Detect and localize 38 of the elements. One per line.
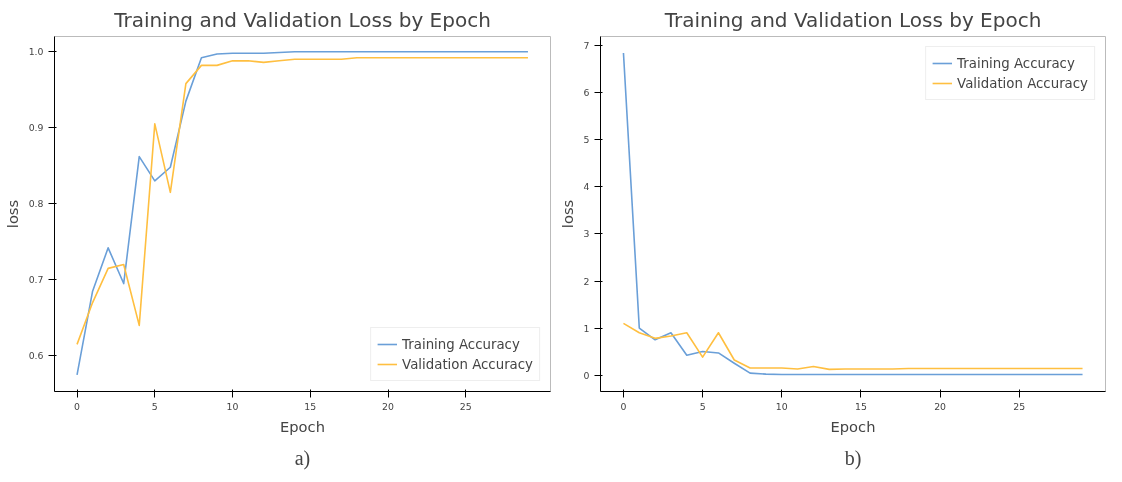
y-tick-label: 0.8 <box>28 198 44 210</box>
x-axis-title: Epoch <box>280 417 325 435</box>
x-tick-label: 10 <box>226 400 239 412</box>
y-tick-label: 0.9 <box>28 122 44 134</box>
y-tick-label: 5 <box>583 134 590 146</box>
y-tick-label: 2 <box>583 275 590 287</box>
y-tick-label: 0.6 <box>28 350 44 362</box>
x-tick-label: 15 <box>854 400 867 412</box>
x-tick-label: 10 <box>775 400 788 412</box>
legend-label: Training Accuracy <box>957 55 1075 71</box>
x-tick-label: 25 <box>459 400 472 412</box>
y-axis-title: loss <box>558 199 576 229</box>
legend-label: Validation Accuracy <box>402 356 533 372</box>
x-tick-label: 25 <box>1013 400 1026 412</box>
y-tick-label: 3 <box>583 228 590 240</box>
x-axis-title: Epoch <box>830 417 876 435</box>
y-tick-label: 0 <box>583 369 590 381</box>
y-tick-label: 4 <box>583 181 590 193</box>
x-tick-label: 5 <box>151 400 158 412</box>
y-tick-label: 0.7 <box>28 274 44 286</box>
x-tick-label: 5 <box>699 400 706 412</box>
chart-title: Training and Validation Loss by Epoch <box>113 7 491 32</box>
chart-title: Training and Validation Loss by Epoch <box>663 7 1042 32</box>
text: a) <box>294 446 311 470</box>
x-tick-label: 0 <box>620 400 627 412</box>
x-tick-label: 20 <box>934 400 947 412</box>
y-axis-title: loss <box>3 199 21 229</box>
y-tick-label: 1 <box>583 322 590 334</box>
x-tick-label: 15 <box>304 400 317 412</box>
line-series <box>622 322 1084 371</box>
y-tick-label: 7 <box>583 40 590 52</box>
y-tick-label: 1.0 <box>28 46 44 58</box>
text: b) <box>844 446 862 470</box>
legend-label: Training Accuracy <box>402 336 520 352</box>
x-tick-label: 20 <box>382 400 395 412</box>
y-tick-label: 6 <box>583 87 590 99</box>
legend-label: Validation Accuracy <box>957 75 1088 91</box>
x-tick-label: 0 <box>74 400 81 412</box>
